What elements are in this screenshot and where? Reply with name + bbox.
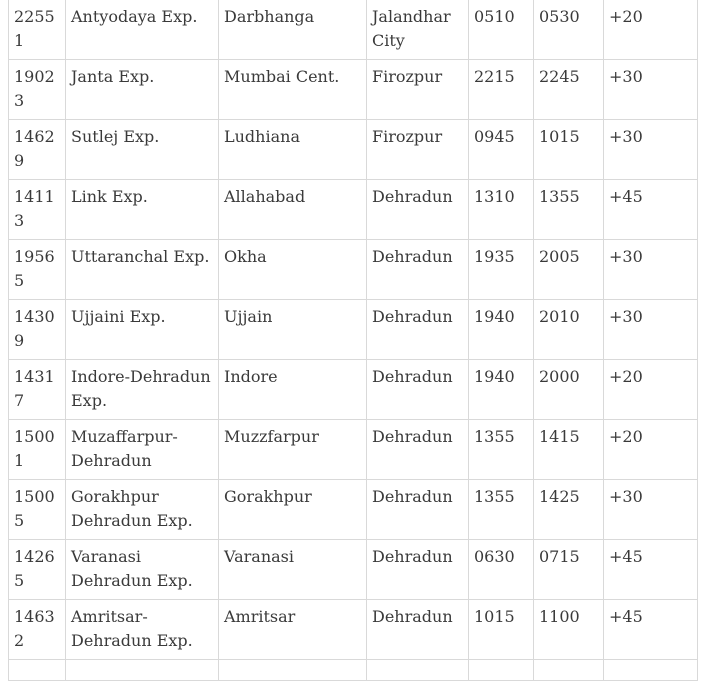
origin-cell: Indore (218, 359, 367, 420)
delay-cell: +30 (603, 479, 698, 540)
train-name-cell: Sutlej Exp. (65, 119, 219, 180)
empty-cell (65, 659, 219, 681)
delay-cell: +45 (603, 179, 698, 240)
destination-cell: Dehradun (366, 299, 469, 360)
destination-cell: Dehradun (366, 599, 469, 660)
delay-cell: +30 (603, 59, 698, 120)
empty-cell (218, 659, 367, 681)
origin-cell: Okha (218, 239, 367, 300)
arrival-time-cell: 0945 (468, 119, 534, 180)
departure-time-cell: 2005 (533, 239, 604, 300)
origin-cell: Mumbai Cent. (218, 59, 367, 120)
train-name-cell: Varanasi Dehradun Exp. (65, 539, 219, 600)
delay-cell: +30 (603, 239, 698, 300)
delay-cell: +20 (603, 0, 698, 60)
departure-time-cell: 1015 (533, 119, 604, 180)
table-row: 14309 Ujjaini Exp. Ujjain Dehradun 1940 … (8, 299, 698, 360)
destination-cell: Dehradun (366, 539, 469, 600)
arrival-time-cell: 0510 (468, 0, 534, 60)
table-row: 19023 Janta Exp. Mumbai Cent. Firozpur 2… (8, 59, 698, 120)
train-number-cell: 14265 (8, 539, 66, 600)
departure-time-cell: 2010 (533, 299, 604, 360)
origin-cell: Gorakhpur (218, 479, 367, 540)
arrival-time-cell: 1935 (468, 239, 534, 300)
destination-cell: Jalandhar City (366, 0, 469, 60)
table-row: 14317 Indore-Dehradun Exp. Indore Dehrad… (8, 359, 698, 420)
delay-cell: +20 (603, 419, 698, 480)
train-name-cell: Janta Exp. (65, 59, 219, 120)
departure-time-cell: 0530 (533, 0, 604, 60)
table-row: 15001 Muzaffarpur-Dehradun Muzzfarpur De… (8, 419, 698, 480)
arrival-time-cell: 2215 (468, 59, 534, 120)
origin-cell: Amritsar (218, 599, 367, 660)
empty-cell (533, 659, 604, 681)
empty-cell (8, 659, 66, 681)
departure-time-cell: 1355 (533, 179, 604, 240)
departure-time-cell: 1425 (533, 479, 604, 540)
table-row: 19565 Uttaranchal Exp. Okha Dehradun 193… (8, 239, 698, 300)
train-table-container: 22551 Antyodaya Exp. Darbhanga Jalandhar… (8, 0, 698, 681)
arrival-time-cell: 1310 (468, 179, 534, 240)
train-number-cell: 14632 (8, 599, 66, 660)
train-number-cell: 14317 (8, 359, 66, 420)
destination-cell: Dehradun (366, 239, 469, 300)
train-table: 22551 Antyodaya Exp. Darbhanga Jalandhar… (8, 0, 698, 681)
destination-cell: Firozpur (366, 119, 469, 180)
train-number-cell: 14113 (8, 179, 66, 240)
arrival-time-cell: 1940 (468, 299, 534, 360)
destination-cell: Dehradun (366, 179, 469, 240)
train-name-cell: Link Exp. (65, 179, 219, 240)
train-name-cell: Gorakhpur Dehradun Exp. (65, 479, 219, 540)
origin-cell: Allahabad (218, 179, 367, 240)
empty-cell (603, 659, 698, 681)
arrival-time-cell: 0630 (468, 539, 534, 600)
arrival-time-cell: 1355 (468, 479, 534, 540)
train-number-cell: 19023 (8, 59, 66, 120)
table-row: 14265 Varanasi Dehradun Exp. Varanasi De… (8, 539, 698, 600)
departure-time-cell: 1100 (533, 599, 604, 660)
table-row: 14113 Link Exp. Allahabad Dehradun 1310 … (8, 179, 698, 240)
table-row: 22551 Antyodaya Exp. Darbhanga Jalandhar… (8, 0, 698, 60)
train-name-cell: Uttaranchal Exp. (65, 239, 219, 300)
train-number-cell: 15005 (8, 479, 66, 540)
departure-time-cell: 2245 (533, 59, 604, 120)
arrival-time-cell: 1940 (468, 359, 534, 420)
delay-cell: +20 (603, 359, 698, 420)
train-name-cell: Ujjaini Exp. (65, 299, 219, 360)
train-name-cell: Muzaffarpur-Dehradun (65, 419, 219, 480)
departure-time-cell: 0715 (533, 539, 604, 600)
table-row: 15005 Gorakhpur Dehradun Exp. Gorakhpur … (8, 479, 698, 540)
departure-time-cell: 1415 (533, 419, 604, 480)
table-row: 14632 Amritsar-Dehradun Exp. Amritsar De… (8, 599, 698, 660)
delay-cell: +30 (603, 119, 698, 180)
destination-cell: Dehradun (366, 419, 469, 480)
train-number-cell: 15001 (8, 419, 66, 480)
origin-cell: Ludhiana (218, 119, 367, 180)
empty-cell (366, 659, 469, 681)
delay-cell: +45 (603, 539, 698, 600)
arrival-time-cell: 1355 (468, 419, 534, 480)
train-name-cell: Indore-Dehradun Exp. (65, 359, 219, 420)
destination-cell: Firozpur (366, 59, 469, 120)
train-name-cell: Antyodaya Exp. (65, 0, 219, 60)
destination-cell: Dehradun (366, 359, 469, 420)
arrival-time-cell: 1015 (468, 599, 534, 660)
train-number-cell: 14629 (8, 119, 66, 180)
destination-cell: Dehradun (366, 479, 469, 540)
empty-cell (468, 659, 534, 681)
table-row: 14629 Sutlej Exp. Ludhiana Firozpur 0945… (8, 119, 698, 180)
delay-cell: +30 (603, 299, 698, 360)
train-number-cell: 22551 (8, 0, 66, 60)
train-name-cell: Amritsar-Dehradun Exp. (65, 599, 219, 660)
train-number-cell: 14309 (8, 299, 66, 360)
train-number-cell: 19565 (8, 239, 66, 300)
delay-cell: +45 (603, 599, 698, 660)
departure-time-cell: 2000 (533, 359, 604, 420)
origin-cell: Ujjain (218, 299, 367, 360)
origin-cell: Varanasi (218, 539, 367, 600)
origin-cell: Muzzfarpur (218, 419, 367, 480)
table-row-partial (8, 659, 698, 681)
origin-cell: Darbhanga (218, 0, 367, 60)
